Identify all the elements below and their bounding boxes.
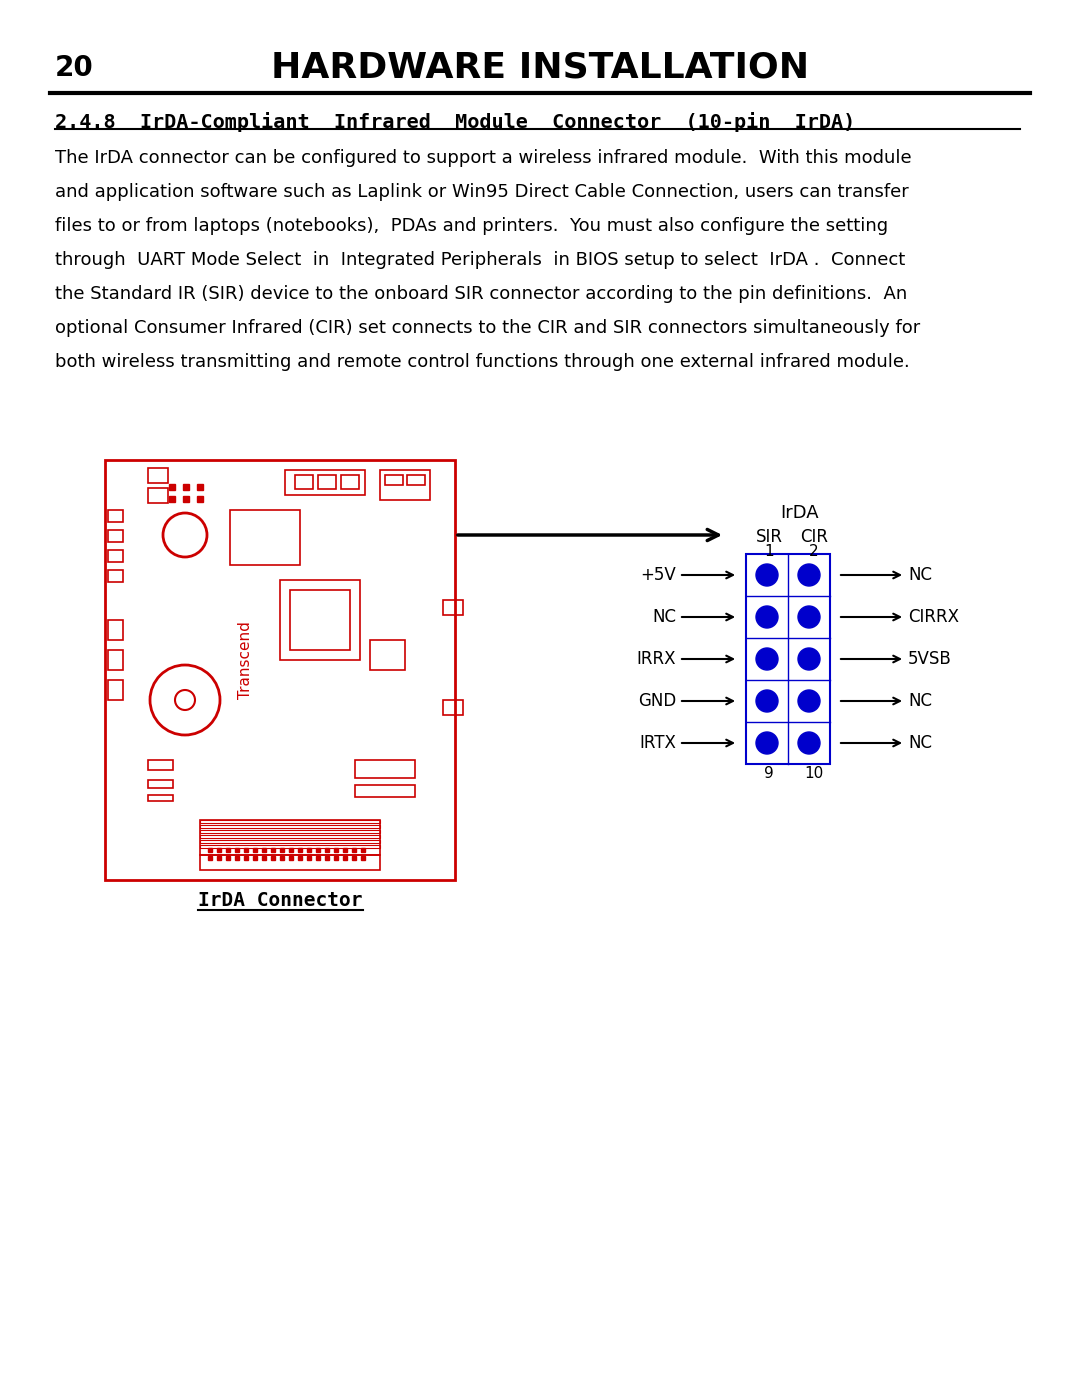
Bar — [200, 830, 380, 833]
Bar — [108, 680, 123, 700]
Text: 2: 2 — [809, 545, 819, 560]
Text: CIRRX: CIRRX — [908, 608, 959, 626]
Bar — [370, 640, 405, 671]
Text: NC: NC — [652, 608, 676, 626]
Bar — [746, 555, 831, 764]
Bar — [148, 468, 168, 483]
Bar — [285, 469, 365, 495]
Bar — [108, 650, 123, 671]
Text: SIR: SIR — [756, 528, 783, 546]
Bar — [341, 475, 359, 489]
Text: the Standard IR (SIR) device to the onboard SIR connector according to the pin d: the Standard IR (SIR) device to the onbo… — [55, 285, 907, 303]
Bar — [200, 826, 380, 828]
Bar — [148, 795, 173, 800]
Bar — [200, 845, 380, 848]
Text: +5V: +5V — [640, 566, 676, 584]
Bar — [200, 835, 380, 838]
Text: 1: 1 — [765, 545, 773, 560]
Text: 10: 10 — [805, 766, 824, 781]
Text: 2.4.8  IrDA-Compliant  Infrared  Module  Connector  (10-pin  IrDA): 2.4.8 IrDA-Compliant Infrared Module Con… — [55, 112, 855, 131]
Bar — [291, 590, 350, 650]
Text: IrDA: IrDA — [781, 504, 820, 522]
Bar — [443, 599, 463, 615]
Circle shape — [756, 648, 778, 671]
Text: GND: GND — [638, 692, 676, 710]
Text: Transcend: Transcend — [238, 622, 253, 698]
Text: NC: NC — [908, 566, 932, 584]
Circle shape — [798, 564, 820, 585]
Bar — [355, 785, 415, 798]
Circle shape — [756, 564, 778, 585]
Text: and application software such as Laplink or Win95 Direct Cable Connection, users: and application software such as Laplink… — [55, 183, 908, 201]
Bar — [280, 580, 360, 659]
Bar — [200, 840, 380, 842]
Circle shape — [756, 732, 778, 754]
Bar — [200, 855, 380, 870]
Text: optional Consumer Infrared (CIR) set connects to the CIR and SIR connectors simu: optional Consumer Infrared (CIR) set con… — [55, 319, 920, 337]
Bar — [148, 488, 168, 503]
Bar — [108, 570, 123, 583]
Text: files to or from laptops (notebooks),  PDAs and printers.  You must also configu: files to or from laptops (notebooks), PD… — [55, 217, 888, 235]
Bar — [443, 700, 463, 715]
Circle shape — [798, 648, 820, 671]
Text: IrDA Connector: IrDA Connector — [198, 890, 362, 909]
Circle shape — [798, 732, 820, 754]
Bar — [200, 820, 380, 823]
Bar — [108, 620, 123, 640]
Text: IRTX: IRTX — [639, 733, 676, 752]
Text: CIR: CIR — [800, 528, 828, 546]
Text: NC: NC — [908, 733, 932, 752]
Bar — [230, 510, 300, 564]
Bar — [384, 475, 403, 485]
Bar — [108, 510, 123, 522]
Circle shape — [756, 606, 778, 629]
Bar — [318, 475, 336, 489]
Bar — [295, 475, 313, 489]
Text: 20: 20 — [55, 54, 94, 82]
Text: through  UART Mode Select  in  Integrated Peripherals  in BIOS setup to select  : through UART Mode Select in Integrated P… — [55, 251, 905, 270]
Text: 9: 9 — [765, 766, 774, 781]
Circle shape — [798, 606, 820, 629]
Bar — [200, 820, 380, 855]
Bar — [380, 469, 430, 500]
Circle shape — [798, 690, 820, 712]
Text: 5VSB: 5VSB — [908, 650, 951, 668]
Bar — [148, 760, 173, 770]
Bar — [108, 529, 123, 542]
Bar — [105, 460, 455, 880]
Circle shape — [756, 690, 778, 712]
Text: HARDWARE INSTALLATION: HARDWARE INSTALLATION — [271, 52, 809, 85]
Text: The IrDA connector can be configured to support a wireless infrared module.  Wit: The IrDA connector can be configured to … — [55, 149, 912, 168]
Bar — [407, 475, 426, 485]
Bar — [148, 780, 173, 788]
Text: NC: NC — [908, 692, 932, 710]
Bar — [108, 550, 123, 562]
Bar — [355, 760, 415, 778]
Text: IRRX: IRRX — [636, 650, 676, 668]
Text: both wireless transmitting and remote control functions through one external inf: both wireless transmitting and remote co… — [55, 353, 909, 372]
